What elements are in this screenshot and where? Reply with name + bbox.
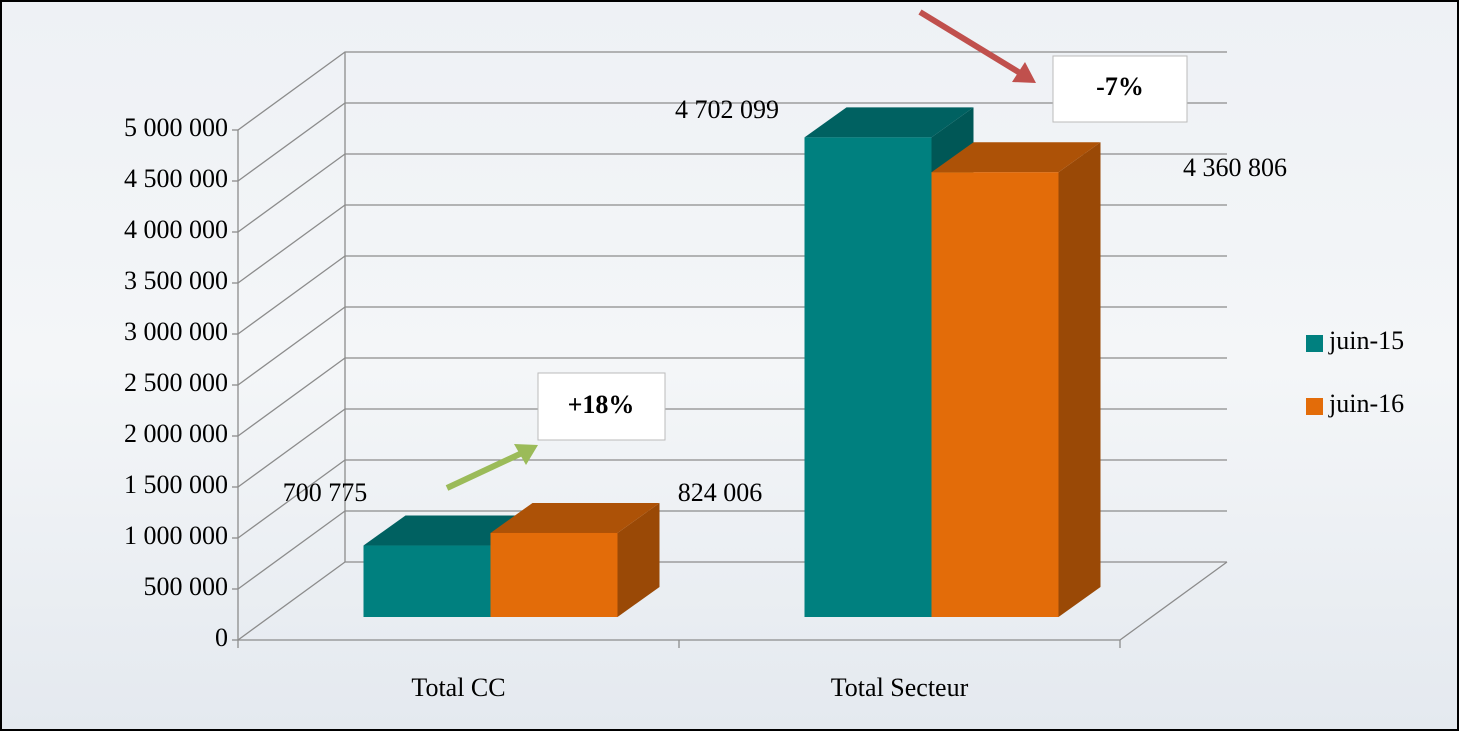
- grid-line: [237, 102, 1227, 182]
- legend-label: juin-16: [1328, 389, 1404, 418]
- data-label: 824 006: [678, 478, 763, 507]
- bar-top: [931, 142, 1101, 173]
- data-label: 700 775: [283, 478, 368, 507]
- annotation: +18%: [568, 390, 635, 419]
- bar-face: [931, 172, 1059, 617]
- annotation-box: [537, 372, 666, 441]
- plot-area: 0 500 000 1 000 000 1 500 000 2 000 000 2 500…: [124, 51, 1404, 702]
- legend-label: juin-15: [1328, 326, 1404, 355]
- y-tick-label: 2 000 000: [124, 419, 228, 448]
- x-tick-label: Total Secteur: [831, 673, 969, 702]
- bar: [490, 502, 660, 617]
- y-tick-label: 5 000 000: [124, 113, 228, 142]
- arrow-head: [514, 444, 538, 465]
- grid-line: [237, 51, 1227, 131]
- bar-face: [490, 532, 618, 617]
- bar-top: [363, 515, 533, 546]
- bar-side: [617, 502, 660, 617]
- data-label: 4 702 099: [675, 95, 779, 124]
- bar-top: [490, 502, 660, 533]
- bar-top: [804, 107, 974, 138]
- bar-face: [363, 545, 491, 617]
- arrow: [918, 9, 1022, 76]
- annotation: -7%: [1096, 72, 1144, 101]
- legend-swatch: [1306, 335, 1323, 352]
- y-tick-label: 1 500 000: [124, 470, 228, 499]
- arrow: [445, 450, 524, 491]
- y-tick-label: 2 500 000: [124, 368, 228, 397]
- bar-face: [804, 137, 932, 617]
- x-tick-label: Total CC: [411, 673, 505, 702]
- arrow-head: [1012, 62, 1036, 83]
- y-tick-label: 3 000 000: [124, 317, 228, 346]
- y-tick-label: 4 500 000: [124, 164, 228, 193]
- annotation-box: [1052, 55, 1188, 123]
- y-tick-label: 3 500 000: [124, 266, 228, 295]
- y-tick-label: 0: [215, 623, 228, 652]
- y-tick-label: 4 000 000: [124, 215, 228, 244]
- y-tick-label: 500 000: [144, 572, 229, 601]
- bar-side: [1058, 142, 1101, 617]
- data-label: 4 360 806: [1183, 153, 1287, 182]
- bar: [931, 142, 1101, 617]
- legend-swatch: [1306, 398, 1323, 415]
- y-tick-label: 1 000 000: [124, 521, 228, 550]
